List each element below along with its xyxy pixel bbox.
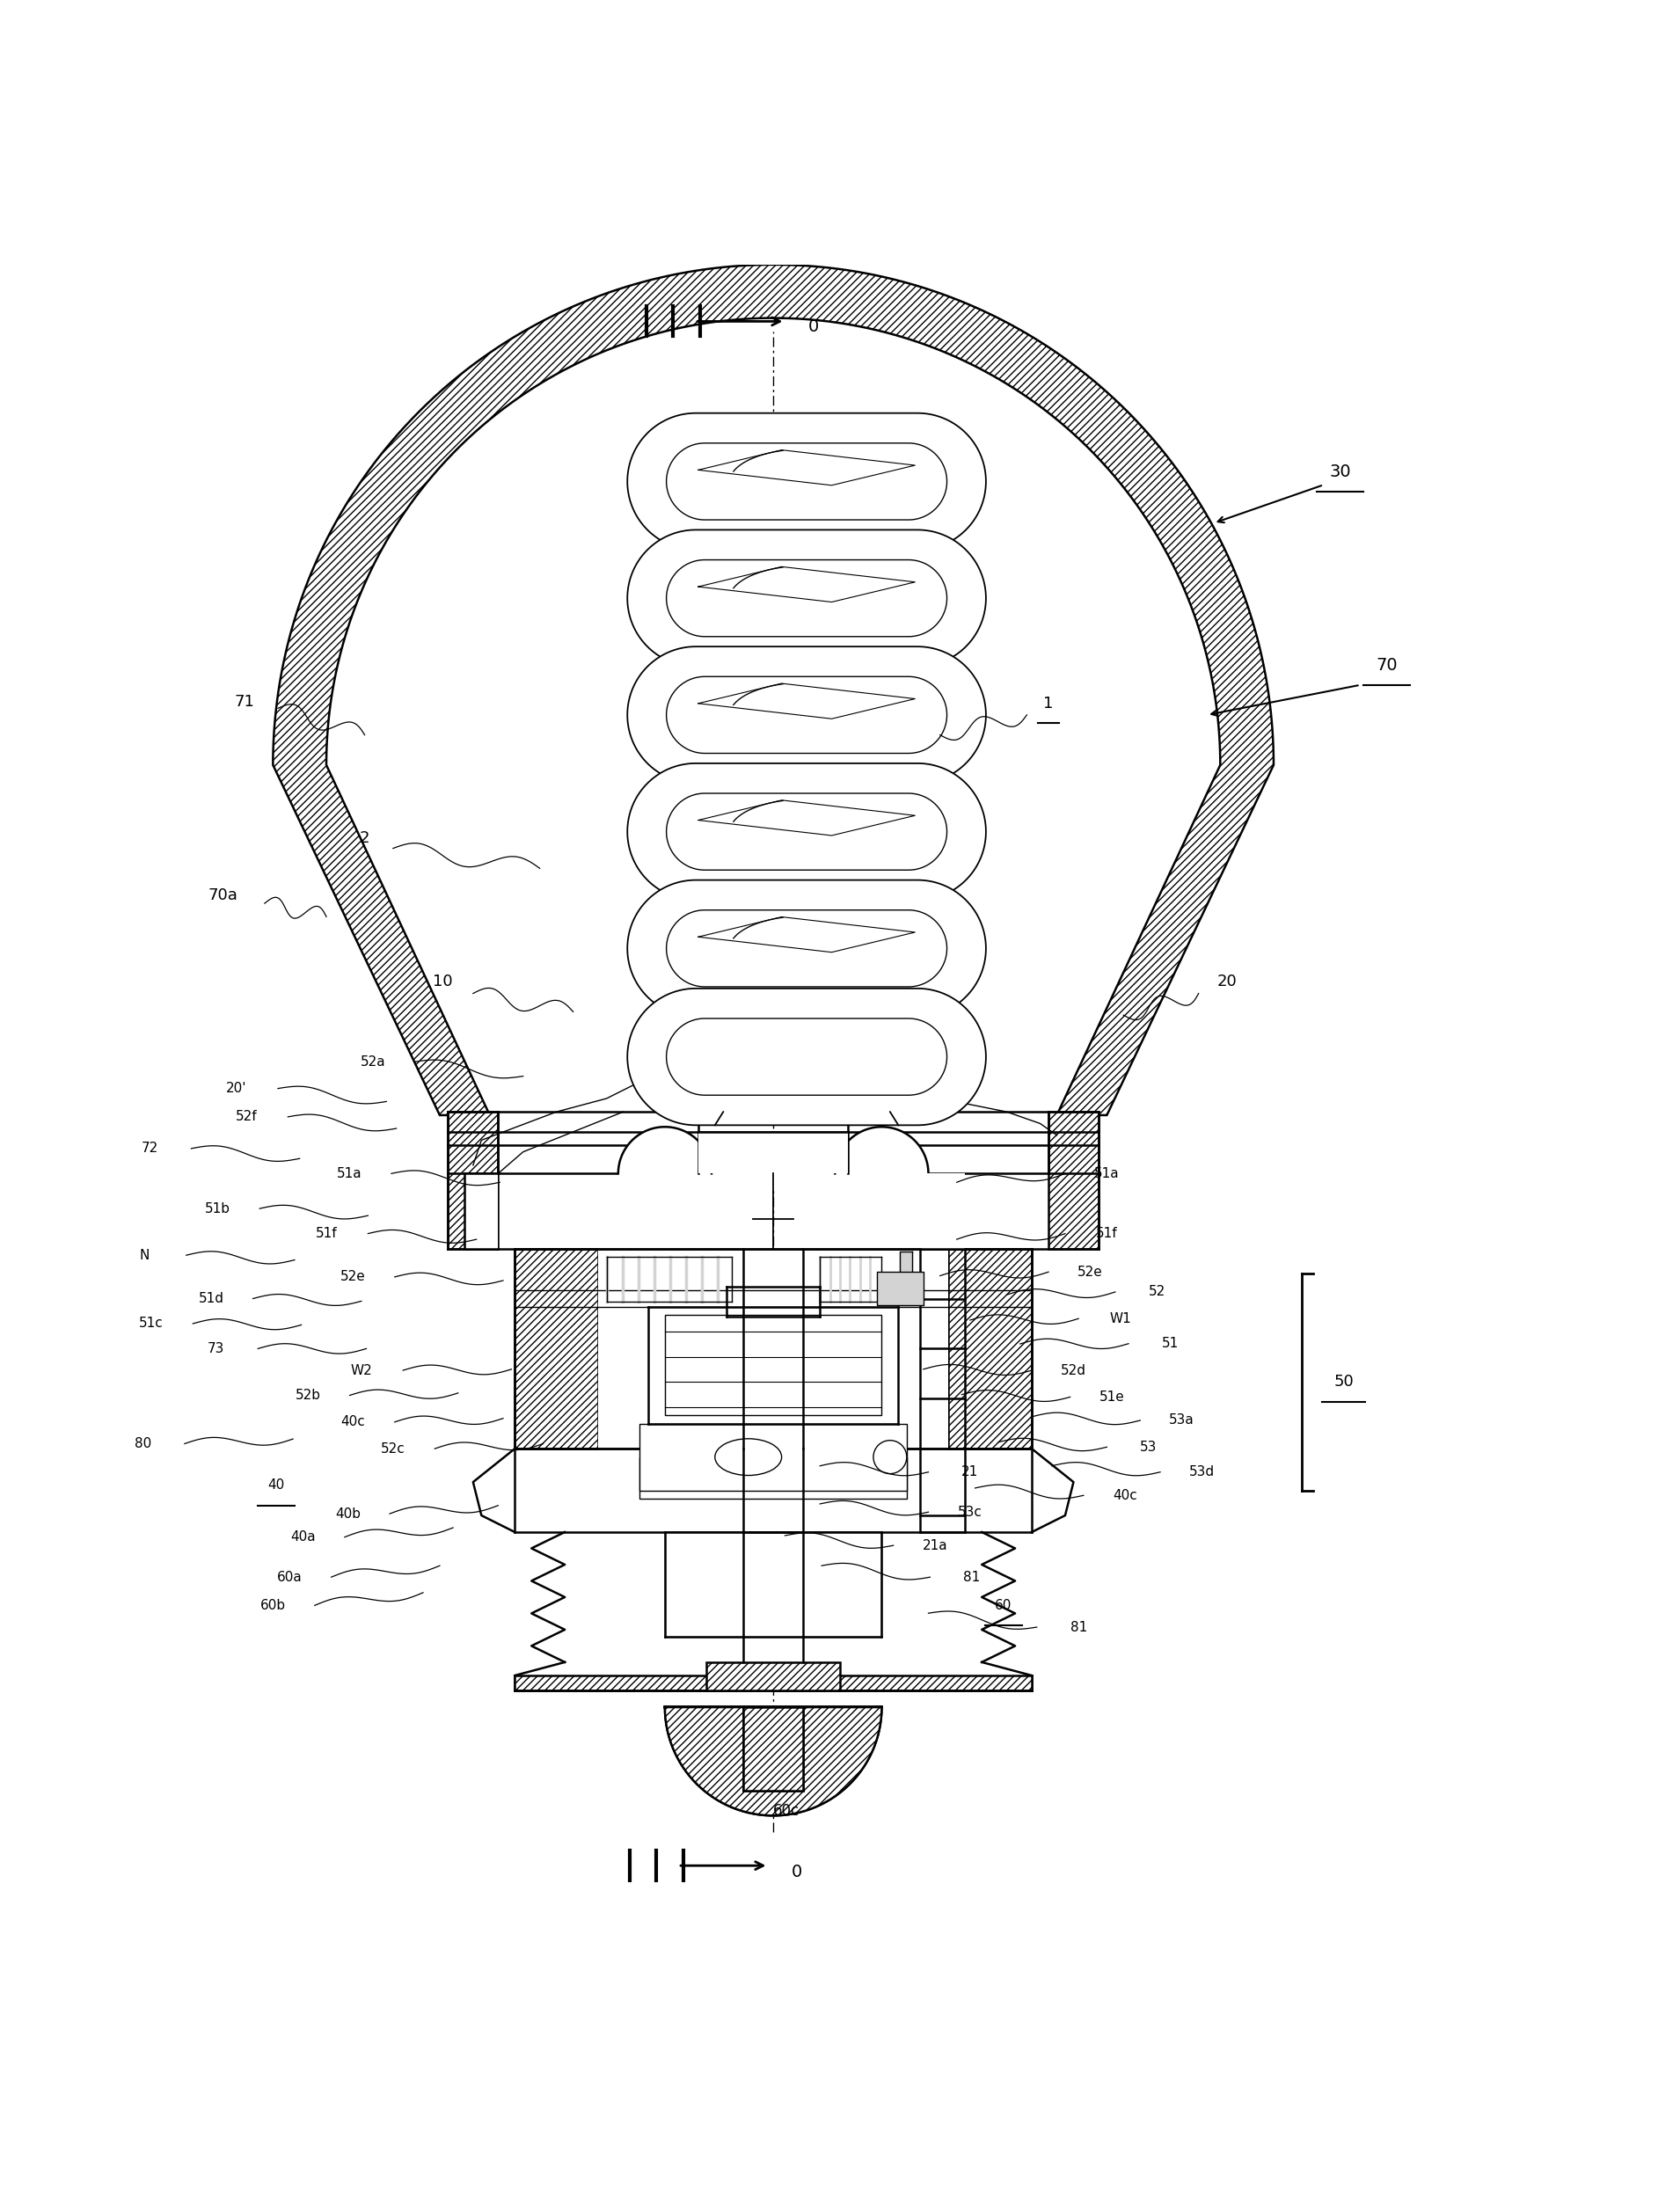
Polygon shape xyxy=(618,1173,929,1191)
Polygon shape xyxy=(699,1131,848,1173)
Text: 81: 81 xyxy=(1070,1621,1087,1635)
Polygon shape xyxy=(743,1707,803,1791)
Polygon shape xyxy=(665,1707,882,1815)
Polygon shape xyxy=(627,881,986,1017)
Polygon shape xyxy=(835,1127,929,1173)
Text: 21: 21 xyxy=(961,1465,978,1479)
Text: 51f: 51f xyxy=(1095,1226,1117,1239)
Text: 40c: 40c xyxy=(1112,1490,1137,1503)
Text: 80: 80 xyxy=(134,1437,151,1450)
Text: 73: 73 xyxy=(208,1342,225,1356)
Text: 51b: 51b xyxy=(205,1202,230,1215)
Text: 52b: 52b xyxy=(296,1389,321,1402)
Polygon shape xyxy=(272,264,1273,1116)
Polygon shape xyxy=(564,1531,981,1663)
Polygon shape xyxy=(627,762,986,901)
Polygon shape xyxy=(465,1173,497,1248)
Text: 60: 60 xyxy=(995,1599,1011,1613)
Polygon shape xyxy=(699,683,916,718)
Text: 72: 72 xyxy=(141,1142,158,1156)
Text: 60a: 60a xyxy=(277,1571,302,1584)
Text: 81: 81 xyxy=(963,1571,979,1584)
Polygon shape xyxy=(699,567,916,602)
Circle shape xyxy=(874,1441,907,1474)
Polygon shape xyxy=(900,1252,912,1281)
Polygon shape xyxy=(514,1676,1032,1689)
Polygon shape xyxy=(1048,1112,1099,1248)
Text: 52e: 52e xyxy=(341,1270,366,1283)
Text: 40a: 40a xyxy=(291,1531,316,1544)
Text: 2: 2 xyxy=(360,830,370,846)
Polygon shape xyxy=(449,1112,497,1248)
Polygon shape xyxy=(627,529,986,666)
Text: W1: W1 xyxy=(1109,1312,1131,1325)
Polygon shape xyxy=(640,1424,907,1490)
Text: 52f: 52f xyxy=(235,1109,257,1123)
Polygon shape xyxy=(514,1248,598,1448)
Text: 52c: 52c xyxy=(381,1441,405,1454)
Text: 40b: 40b xyxy=(336,1507,361,1520)
Text: 21a: 21a xyxy=(922,1538,948,1551)
Text: 52: 52 xyxy=(1149,1285,1166,1298)
Polygon shape xyxy=(699,800,916,835)
Text: 20: 20 xyxy=(1216,973,1236,989)
Text: 40: 40 xyxy=(267,1479,284,1492)
Polygon shape xyxy=(627,413,986,549)
Text: 0: 0 xyxy=(808,319,818,334)
Polygon shape xyxy=(949,1248,1032,1448)
Text: 1: 1 xyxy=(1043,696,1053,712)
Polygon shape xyxy=(921,1173,964,1248)
Text: 50: 50 xyxy=(1334,1373,1354,1391)
Text: 51f: 51f xyxy=(316,1226,338,1239)
Polygon shape xyxy=(514,1448,1032,1531)
Text: 20': 20' xyxy=(225,1081,247,1094)
Polygon shape xyxy=(707,1663,840,1689)
Text: 53c: 53c xyxy=(958,1505,983,1518)
Text: 51c: 51c xyxy=(139,1316,163,1329)
Text: 0: 0 xyxy=(791,1863,801,1881)
Polygon shape xyxy=(627,646,986,784)
Text: 60b: 60b xyxy=(260,1599,286,1613)
Text: 53a: 53a xyxy=(1169,1413,1194,1426)
Polygon shape xyxy=(877,1272,924,1305)
Text: 71: 71 xyxy=(235,694,255,710)
Text: 52a: 52a xyxy=(361,1055,386,1068)
Text: W2: W2 xyxy=(351,1364,373,1378)
Polygon shape xyxy=(598,1248,949,1448)
Text: 53d: 53d xyxy=(1189,1465,1215,1479)
Text: 52e: 52e xyxy=(1077,1265,1102,1279)
Text: 60c: 60c xyxy=(773,1804,800,1819)
Polygon shape xyxy=(665,1316,882,1415)
Polygon shape xyxy=(665,1707,882,1815)
Text: 10: 10 xyxy=(433,973,454,989)
Text: 51a: 51a xyxy=(1094,1167,1119,1180)
Polygon shape xyxy=(618,1127,712,1173)
Text: 51a: 51a xyxy=(338,1167,363,1180)
Polygon shape xyxy=(665,1531,882,1637)
Text: 70: 70 xyxy=(1376,657,1398,672)
Polygon shape xyxy=(627,989,986,1125)
Text: 52d: 52d xyxy=(1060,1364,1087,1378)
Ellipse shape xyxy=(716,1439,781,1476)
Polygon shape xyxy=(699,916,916,951)
Text: N: N xyxy=(139,1248,150,1261)
Text: 53: 53 xyxy=(1141,1441,1158,1454)
Text: 40c: 40c xyxy=(341,1415,365,1428)
Text: 51d: 51d xyxy=(198,1292,223,1305)
Polygon shape xyxy=(699,450,916,486)
Text: 51: 51 xyxy=(1163,1338,1179,1351)
Text: 70a: 70a xyxy=(208,888,239,903)
Text: 30: 30 xyxy=(1329,464,1351,479)
Text: 51e: 51e xyxy=(1099,1391,1124,1404)
Polygon shape xyxy=(640,1457,907,1498)
